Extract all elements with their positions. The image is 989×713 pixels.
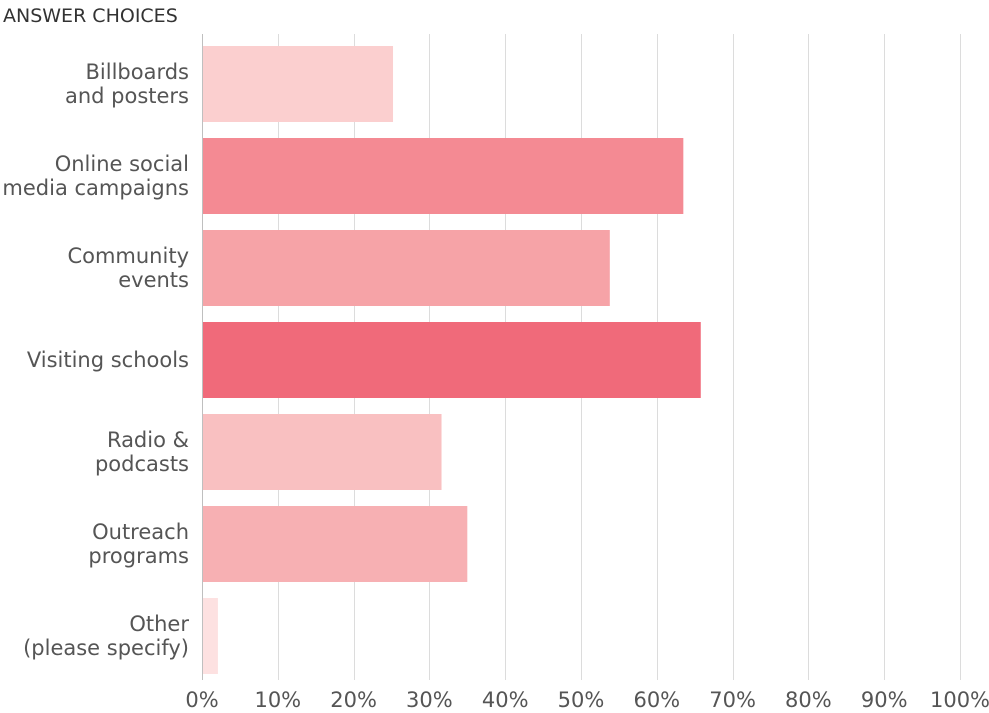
category-label-0-line-1: and posters <box>65 84 189 108</box>
x-tick-label-100: 100% <box>930 688 989 712</box>
category-label-2-line-0: Community <box>67 244 189 268</box>
x-tick-label-50: 50% <box>558 688 605 712</box>
answer-choices-header: ANSWER CHOICES <box>3 5 178 27</box>
x-tick-label-70: 70% <box>709 688 756 712</box>
x-tick-label-40: 40% <box>482 688 529 712</box>
x-tick-label-20: 20% <box>330 688 377 712</box>
bars <box>202 46 701 674</box>
x-tick-label-10: 10% <box>254 688 301 712</box>
x-tick-label-90: 90% <box>861 688 908 712</box>
bar-6 <box>202 598 218 674</box>
bar-4 <box>202 414 442 490</box>
x-tick-labels: 0% 10% 20% 30% 40% 50% 60% 70% 80% 90% 100% <box>185 688 989 712</box>
category-label-4-line-1: podcasts <box>95 452 189 476</box>
category-label-2-line-1: events <box>118 268 189 292</box>
bar-3 <box>202 322 701 398</box>
category-label-5-line-1: programs <box>88 544 189 568</box>
x-tick-label-30: 30% <box>406 688 453 712</box>
category-label-0-line-0: Billboards <box>86 60 190 84</box>
x-tick-label-0: 0% <box>185 688 218 712</box>
category-label-3-line-0: Visiting schools <box>27 348 189 372</box>
category-label-1-line-0: Online social <box>55 152 189 176</box>
category-label-4-line-0: Radio & <box>107 428 189 452</box>
bar-2 <box>202 230 610 306</box>
category-label-6-line-1: (please specify) <box>23 636 189 660</box>
bar-5 <box>202 506 468 582</box>
category-label-1-line-1: media campaigns <box>2 176 189 200</box>
bar-1 <box>202 138 684 214</box>
x-tick-label-80: 80% <box>785 688 832 712</box>
category-label-6-line-0: Other <box>129 612 189 636</box>
category-label-5-line-0: Outreach <box>92 520 189 544</box>
bar-0 <box>202 46 394 122</box>
x-tick-label-60: 60% <box>633 688 680 712</box>
